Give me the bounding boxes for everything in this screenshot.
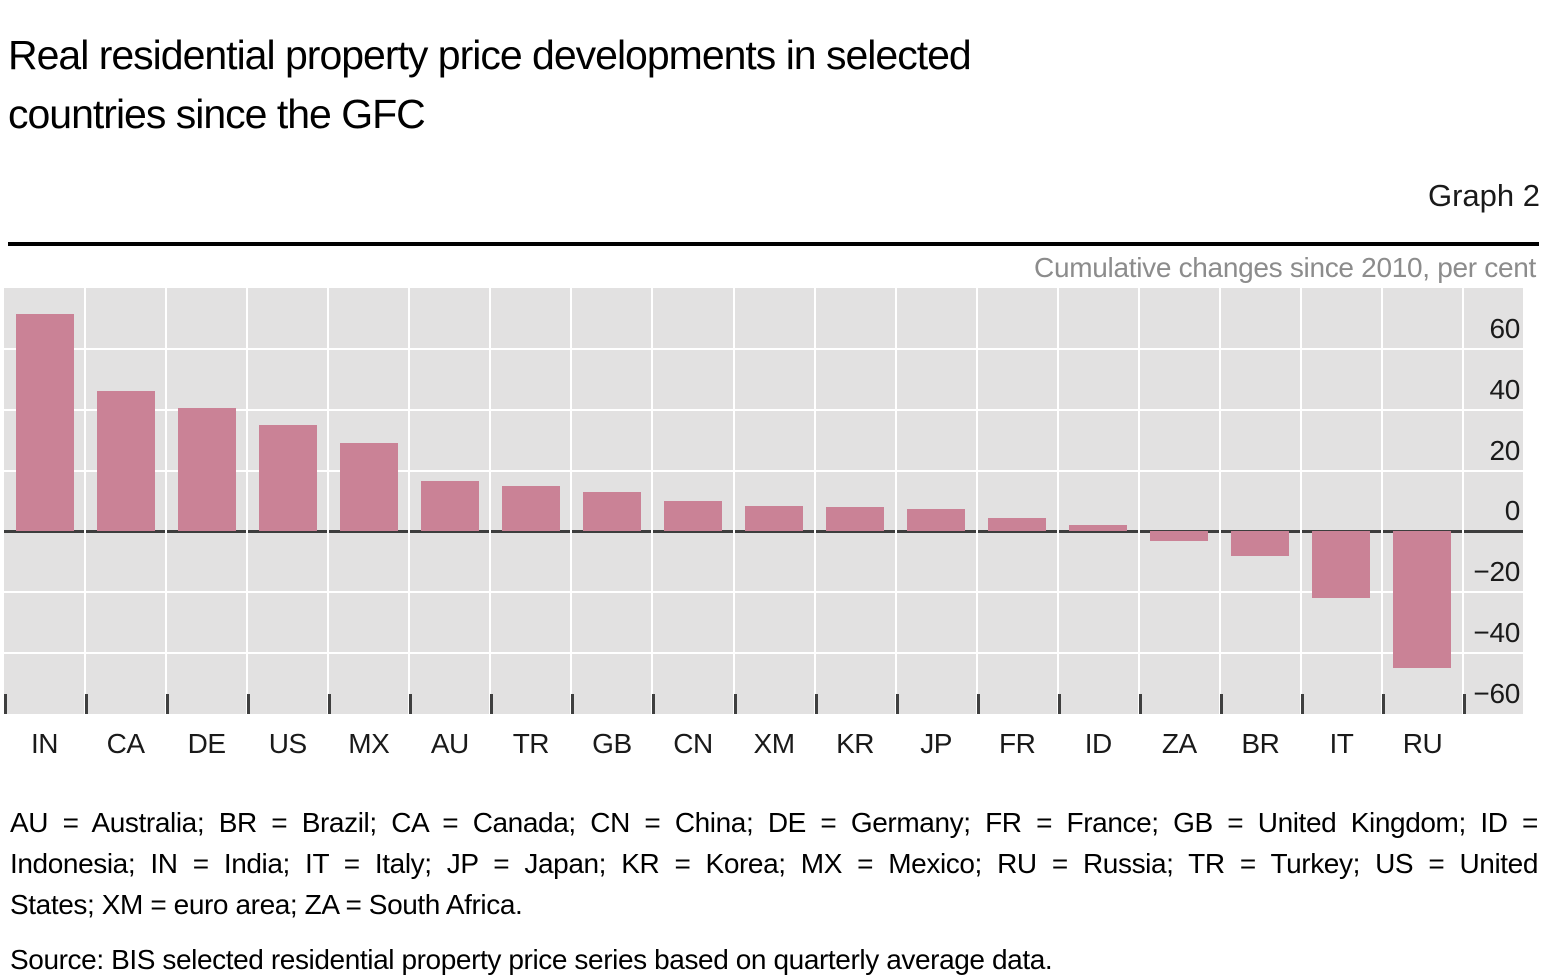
- axis-tick: [1381, 694, 1385, 714]
- footnotes: AU = Australia; BR = Brazil; CA = Canada…: [10, 802, 1538, 925]
- bar-US: [258, 424, 317, 532]
- axis-tick: [409, 694, 413, 714]
- axis-tick: [328, 694, 332, 714]
- x-label-AU: AU: [430, 728, 469, 759]
- column-separator: [1056, 288, 1059, 714]
- gridline-40: [4, 408, 1523, 411]
- axis-tick: [571, 694, 575, 714]
- x-label-XM: XM: [753, 728, 796, 759]
- bar-RU: [1393, 531, 1452, 669]
- axis-tick: [814, 694, 818, 714]
- chart-title: Real residential property price developm…: [8, 26, 1308, 144]
- x-label-ZA: ZA: [1161, 728, 1197, 759]
- source-note: Source: BIS selected residential propert…: [10, 944, 1053, 975]
- axis-tick: [85, 694, 89, 714]
- axis-tick: [1219, 694, 1223, 714]
- x-label-GB: GB: [592, 728, 632, 759]
- axis-tick: [4, 694, 7, 714]
- bar-KR: [826, 507, 885, 532]
- bar-MX: [339, 443, 398, 532]
- footnote-line: Indonesia; IN = India; IT = Italy; JP = …: [10, 848, 1538, 879]
- y-label--60: −60: [1473, 678, 1520, 709]
- bar-ID: [1069, 525, 1128, 532]
- horizontal-rule: [8, 242, 1539, 246]
- y-label--40: −40: [1473, 617, 1520, 649]
- axis-tick: [1138, 694, 1142, 714]
- gridline-60: [4, 347, 1523, 350]
- column-separator: [1137, 288, 1140, 714]
- column-separator: [732, 288, 735, 714]
- column-separator: [165, 288, 168, 714]
- x-label-DE: DE: [187, 728, 226, 759]
- x-label-IN: IN: [31, 728, 59, 759]
- bar-TR: [501, 485, 560, 532]
- x-label-FR: FR: [999, 728, 1036, 759]
- y-label-0: 0: [1504, 495, 1521, 527]
- y-label-40: 40: [1489, 373, 1520, 405]
- column-separator: [1380, 288, 1383, 714]
- axis-tick: [895, 694, 899, 714]
- axis-tick: [166, 694, 170, 714]
- column-separator: [327, 288, 330, 714]
- column-separator: [1299, 288, 1302, 714]
- x-label-RU: RU: [1402, 728, 1443, 759]
- axis-tick: [1057, 694, 1061, 714]
- bar-CA: [96, 391, 155, 532]
- gridline--20: [4, 591, 1523, 594]
- column-separator: [1462, 288, 1464, 714]
- axis-tick: [247, 694, 251, 714]
- x-label-CA: CA: [106, 728, 145, 759]
- axis-tick: [1463, 694, 1466, 714]
- footnote-line: States; XM = euro area; ZA = South Afric…: [10, 889, 523, 920]
- axis-tick: [490, 694, 494, 714]
- bar-CN: [663, 501, 722, 532]
- chart-units-subtitle: Cumulative changes since 2010, per cent: [1034, 252, 1536, 283]
- x-label-KR: KR: [836, 728, 875, 759]
- axis-tick: [733, 694, 737, 714]
- x-label-US: US: [268, 728, 307, 759]
- chart-title-line2: countries since the GFC: [8, 91, 426, 137]
- x-label-TR: TR: [512, 728, 550, 759]
- bar-AU: [420, 481, 479, 532]
- bar-IT: [1312, 531, 1371, 599]
- x-label-IT: IT: [1329, 728, 1354, 759]
- column-separator: [489, 288, 492, 714]
- gridline--40: [4, 652, 1523, 655]
- bar-IN: [15, 313, 74, 532]
- x-axis-labels: IN CA DE US MX AU TR GB CN XM KR JP FR ID ZA BR IT RU: [4, 722, 1523, 762]
- bar-XM: [745, 505, 804, 532]
- column-separator: [408, 288, 411, 714]
- y-label-60: 60: [1489, 312, 1520, 344]
- column-separator: [570, 288, 573, 714]
- column-separator: [813, 288, 816, 714]
- column-separator: [651, 288, 654, 714]
- footnote-line: AU = Australia; BR = Brazil; CA = Canada…: [10, 807, 1538, 838]
- y-label-20: 20: [1489, 434, 1520, 466]
- bar-DE: [177, 408, 236, 532]
- plot-area: 60 40 20 0 −20 −40 −60: [4, 288, 1523, 714]
- axis-tick: [652, 694, 656, 714]
- zero-line: [4, 529, 1523, 533]
- bar-GB: [582, 491, 641, 532]
- x-label-CN: CN: [673, 728, 713, 759]
- column-separator: [894, 288, 897, 714]
- axis-tick: [976, 694, 980, 714]
- graph-number-label: Graph 2: [1427, 178, 1540, 213]
- axis-tick: [1300, 694, 1304, 714]
- x-label-JP: JP: [920, 728, 952, 759]
- bar-BR: [1231, 531, 1290, 556]
- column-separator: [84, 288, 87, 714]
- gridline-20: [4, 469, 1523, 472]
- bar-JP: [907, 508, 966, 532]
- x-label-BR: BR: [1241, 728, 1280, 759]
- bar-ZA: [1150, 531, 1209, 541]
- x-label-MX: MX: [348, 728, 390, 759]
- bar-FR: [988, 517, 1047, 532]
- y-label--20: −20: [1473, 556, 1520, 588]
- x-label-ID: ID: [1084, 728, 1113, 759]
- column-separator: [1218, 288, 1221, 714]
- column-separator: [975, 288, 978, 714]
- column-separator: [246, 288, 249, 714]
- chart-title-line1: Real residential property price developm…: [8, 32, 972, 78]
